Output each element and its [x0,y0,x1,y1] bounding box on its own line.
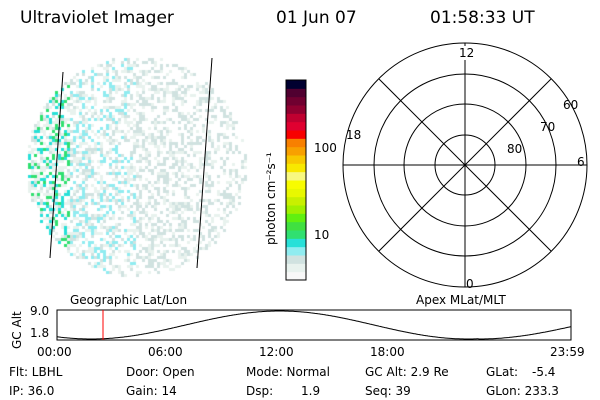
seq: Seq: 39 [365,384,411,398]
apex-title: Apex MLat/MLT [416,293,506,307]
colorbar-band [286,180,306,189]
colorbar-band [286,221,306,231]
colorbar-label: photon cm⁻²s⁻¹ [264,152,278,245]
colorbar-band [286,255,306,264]
glat-value: -5.4 [532,365,556,379]
xtick: 00:00 [37,345,72,359]
colorbar-band [286,146,306,156]
mlt-12: 12 [459,46,475,60]
gc-alt: GC Alt: 2.9 Re [365,365,449,379]
dsp-label: Dsp: [246,384,274,398]
colorbar-band [286,138,306,148]
door: Door: Open [126,365,195,379]
colorbar-band [286,163,306,173]
colorbar [285,79,307,281]
xtick: 18:00 [370,345,405,359]
colorbar-band [286,171,306,181]
colorbar-band [286,88,306,98]
altitude-curve [56,310,572,340]
colorbar-band [286,130,306,139]
colorbar-band [286,121,306,131]
colorbar-band [286,113,306,123]
filter: Flt: LBHL [9,365,63,379]
altitude-plot-frame [56,309,572,341]
glat-label: GLat: [486,365,519,379]
colorbar-band [286,230,306,239]
ytick: 9.0 [30,304,50,318]
altitude-ylabel: GC Alt [10,311,24,349]
colorbar-tick: 10 [314,228,330,242]
colorbar-band [286,96,306,106]
date: 01 Jun 07 [276,8,357,28]
colorbar-tick: 100 [314,141,337,155]
colorbar-frame [285,79,307,281]
lat-70: 70 [540,120,556,134]
xtick: 23:59 [550,345,585,359]
colorbar-band [286,263,306,273]
geo-title: Geographic Lat/Lon [70,293,188,307]
colorbar-band [286,155,306,164]
mlt-18: 18 [346,128,362,142]
terminator-line [49,71,64,259]
colorbar-band [286,213,306,223]
colorbar-band [286,80,306,89]
lat-60: 60 [563,98,579,112]
colorbar-band [286,188,306,198]
mlt-0: 0 [466,277,474,291]
colorbar-band [286,271,306,281]
glon: GLon: 233.3 [486,384,559,398]
instrument-title: Ultraviolet Imager [20,8,174,28]
xtick: 06:00 [148,345,183,359]
dsp-value: 1.9 [301,384,321,398]
ip: IP: 36.0 [9,384,55,398]
lat-80: 80 [507,142,523,156]
colorbar-band [286,238,306,248]
ytick: 1.8 [30,326,50,340]
polar-grid [342,42,588,288]
colorbar-band [286,196,306,206]
colorbar-band [286,205,306,214]
mode: Mode: Normal [246,365,330,379]
xtick: 12:00 [259,345,294,359]
gain: Gain: 14 [126,384,177,398]
time: 01:58:33 UT [430,8,535,28]
mlt-6: 6 [577,155,585,169]
terminator-line [196,57,213,269]
colorbar-band [286,246,306,256]
colorbar-band [286,105,306,114]
